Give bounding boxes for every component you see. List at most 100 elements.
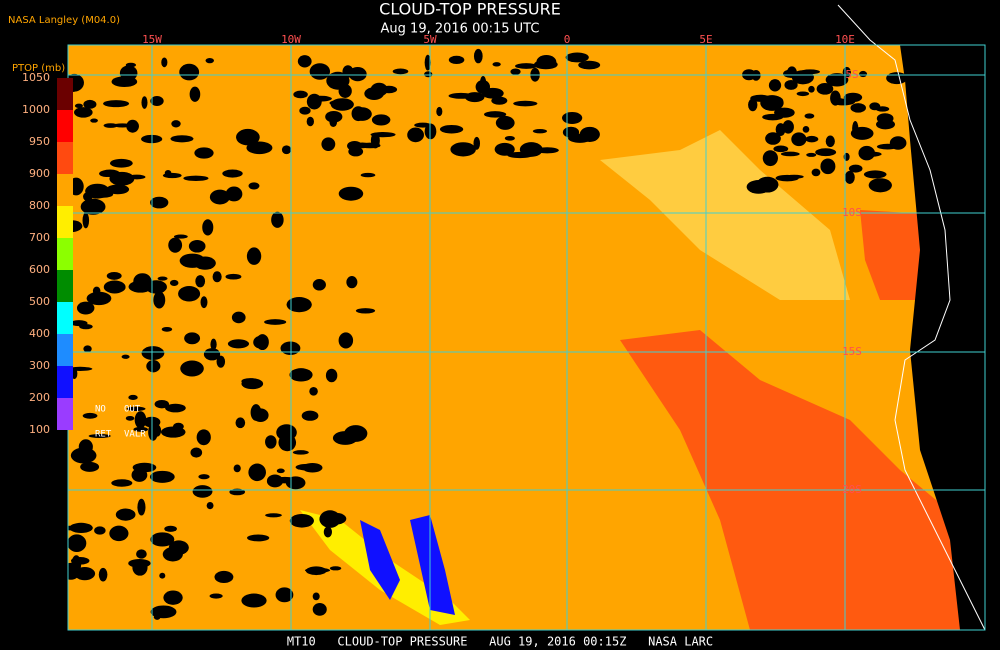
- clear-sky: [302, 463, 323, 473]
- clear-sky: [868, 178, 892, 193]
- clear-sky: [209, 593, 223, 599]
- colorbar-label: PTOP (mb): [12, 63, 65, 74]
- clear-sky: [157, 276, 168, 281]
- clear-sky: [194, 256, 216, 270]
- colorbar-swatch: [57, 302, 73, 334]
- clear-sky: [109, 158, 133, 168]
- clear-sky: [450, 142, 476, 157]
- clear-sky: [775, 174, 799, 182]
- colorbar-tick-label: 300: [29, 359, 50, 372]
- clear-sky: [876, 119, 895, 130]
- colorbar-tick-label: 1050: [22, 71, 50, 84]
- clear-sky: [248, 463, 266, 482]
- clear-sky: [565, 52, 589, 63]
- clear-sky: [278, 434, 297, 452]
- clear-sky: [133, 426, 149, 432]
- colorbar-swatch: [57, 142, 73, 174]
- clear-sky: [209, 189, 230, 205]
- clear-sky: [86, 291, 112, 306]
- clear-sky: [171, 120, 181, 128]
- clear-sky: [141, 96, 148, 109]
- clear-sky: [292, 450, 309, 455]
- clear-sky: [748, 98, 758, 112]
- clear-sky: [484, 111, 507, 118]
- clear-sky: [212, 271, 222, 283]
- clear-sky: [495, 115, 515, 130]
- clear-sky: [816, 83, 834, 95]
- clear-sky: [70, 557, 90, 565]
- clear-sky: [206, 501, 214, 510]
- clear-sky: [241, 378, 264, 390]
- clear-sky: [332, 431, 358, 445]
- clear-sky: [99, 170, 114, 178]
- clear-sky: [338, 332, 354, 349]
- clear-sky: [806, 152, 817, 157]
- clear-sky: [371, 114, 391, 126]
- colorbar-tick-label: 800: [29, 199, 50, 212]
- clear-sky: [859, 70, 868, 78]
- clear-sky: [172, 422, 184, 431]
- clear-sky: [192, 485, 213, 498]
- clear-sky: [424, 71, 433, 78]
- clear-sky: [848, 164, 863, 173]
- clear-sky: [533, 59, 558, 70]
- clear-sky: [281, 145, 292, 155]
- clear-sky: [150, 532, 175, 547]
- low-cloud: [360, 515, 455, 615]
- high-pressure-cloud: [620, 330, 975, 630]
- clear-sky: [825, 135, 835, 148]
- colorbar-tick-label: 900: [29, 167, 50, 180]
- clear-sky: [194, 147, 214, 159]
- clear-sky: [136, 549, 147, 559]
- clear-sky: [83, 192, 93, 202]
- clear-sky: [82, 412, 98, 419]
- clear-sky: [312, 592, 320, 601]
- lon-label: 10E: [835, 33, 855, 46]
- lon-label: 15W: [142, 33, 162, 46]
- colorbar-tick-label: 100: [29, 423, 50, 436]
- clear-sky: [491, 96, 508, 105]
- clear-sky: [843, 92, 863, 103]
- colorbar-tick-label: 700: [29, 231, 50, 244]
- clear-sky: [276, 468, 285, 474]
- colorbar-note: VALR: [124, 430, 146, 440]
- clear-sky: [370, 82, 388, 97]
- clear-sky: [309, 386, 318, 396]
- clear-sky: [312, 279, 326, 291]
- clear-sky: [103, 280, 126, 294]
- clear-sky: [424, 54, 431, 71]
- clear-sky: [80, 461, 100, 472]
- clear-sky: [103, 123, 118, 128]
- clear-sky: [768, 79, 782, 92]
- clear-sky: [149, 470, 175, 483]
- clear-sky: [439, 124, 464, 134]
- source-label: NASA Langley (M04.0): [8, 15, 120, 26]
- clear-sky: [132, 462, 157, 473]
- colorbar-tick-label: 1000: [22, 103, 50, 116]
- clear-sky: [370, 131, 396, 138]
- clear-sky: [164, 525, 177, 532]
- mid-cloud: [600, 130, 850, 300]
- clear-sky: [121, 354, 130, 359]
- clear-sky: [780, 151, 800, 157]
- clear-sky: [414, 122, 432, 128]
- clear-sky: [473, 136, 481, 150]
- clear-sky: [264, 319, 287, 325]
- clear-sky: [128, 394, 138, 401]
- clear-sky: [275, 587, 294, 603]
- colorbar-tick-label: 500: [29, 295, 50, 308]
- clear-sky: [306, 116, 314, 127]
- clear-sky: [359, 142, 381, 149]
- clear-sky: [578, 60, 601, 70]
- clear-sky: [250, 404, 262, 421]
- clear-sky: [163, 590, 183, 605]
- clear-sky: [329, 566, 342, 571]
- clear-sky: [765, 132, 781, 145]
- clear-sky: [115, 508, 136, 521]
- colorbar-swatch: [57, 110, 73, 142]
- clear-sky: [216, 355, 226, 368]
- clear-sky: [205, 57, 214, 64]
- clear-sky: [153, 291, 166, 309]
- colorbar-note: NO: [95, 405, 106, 415]
